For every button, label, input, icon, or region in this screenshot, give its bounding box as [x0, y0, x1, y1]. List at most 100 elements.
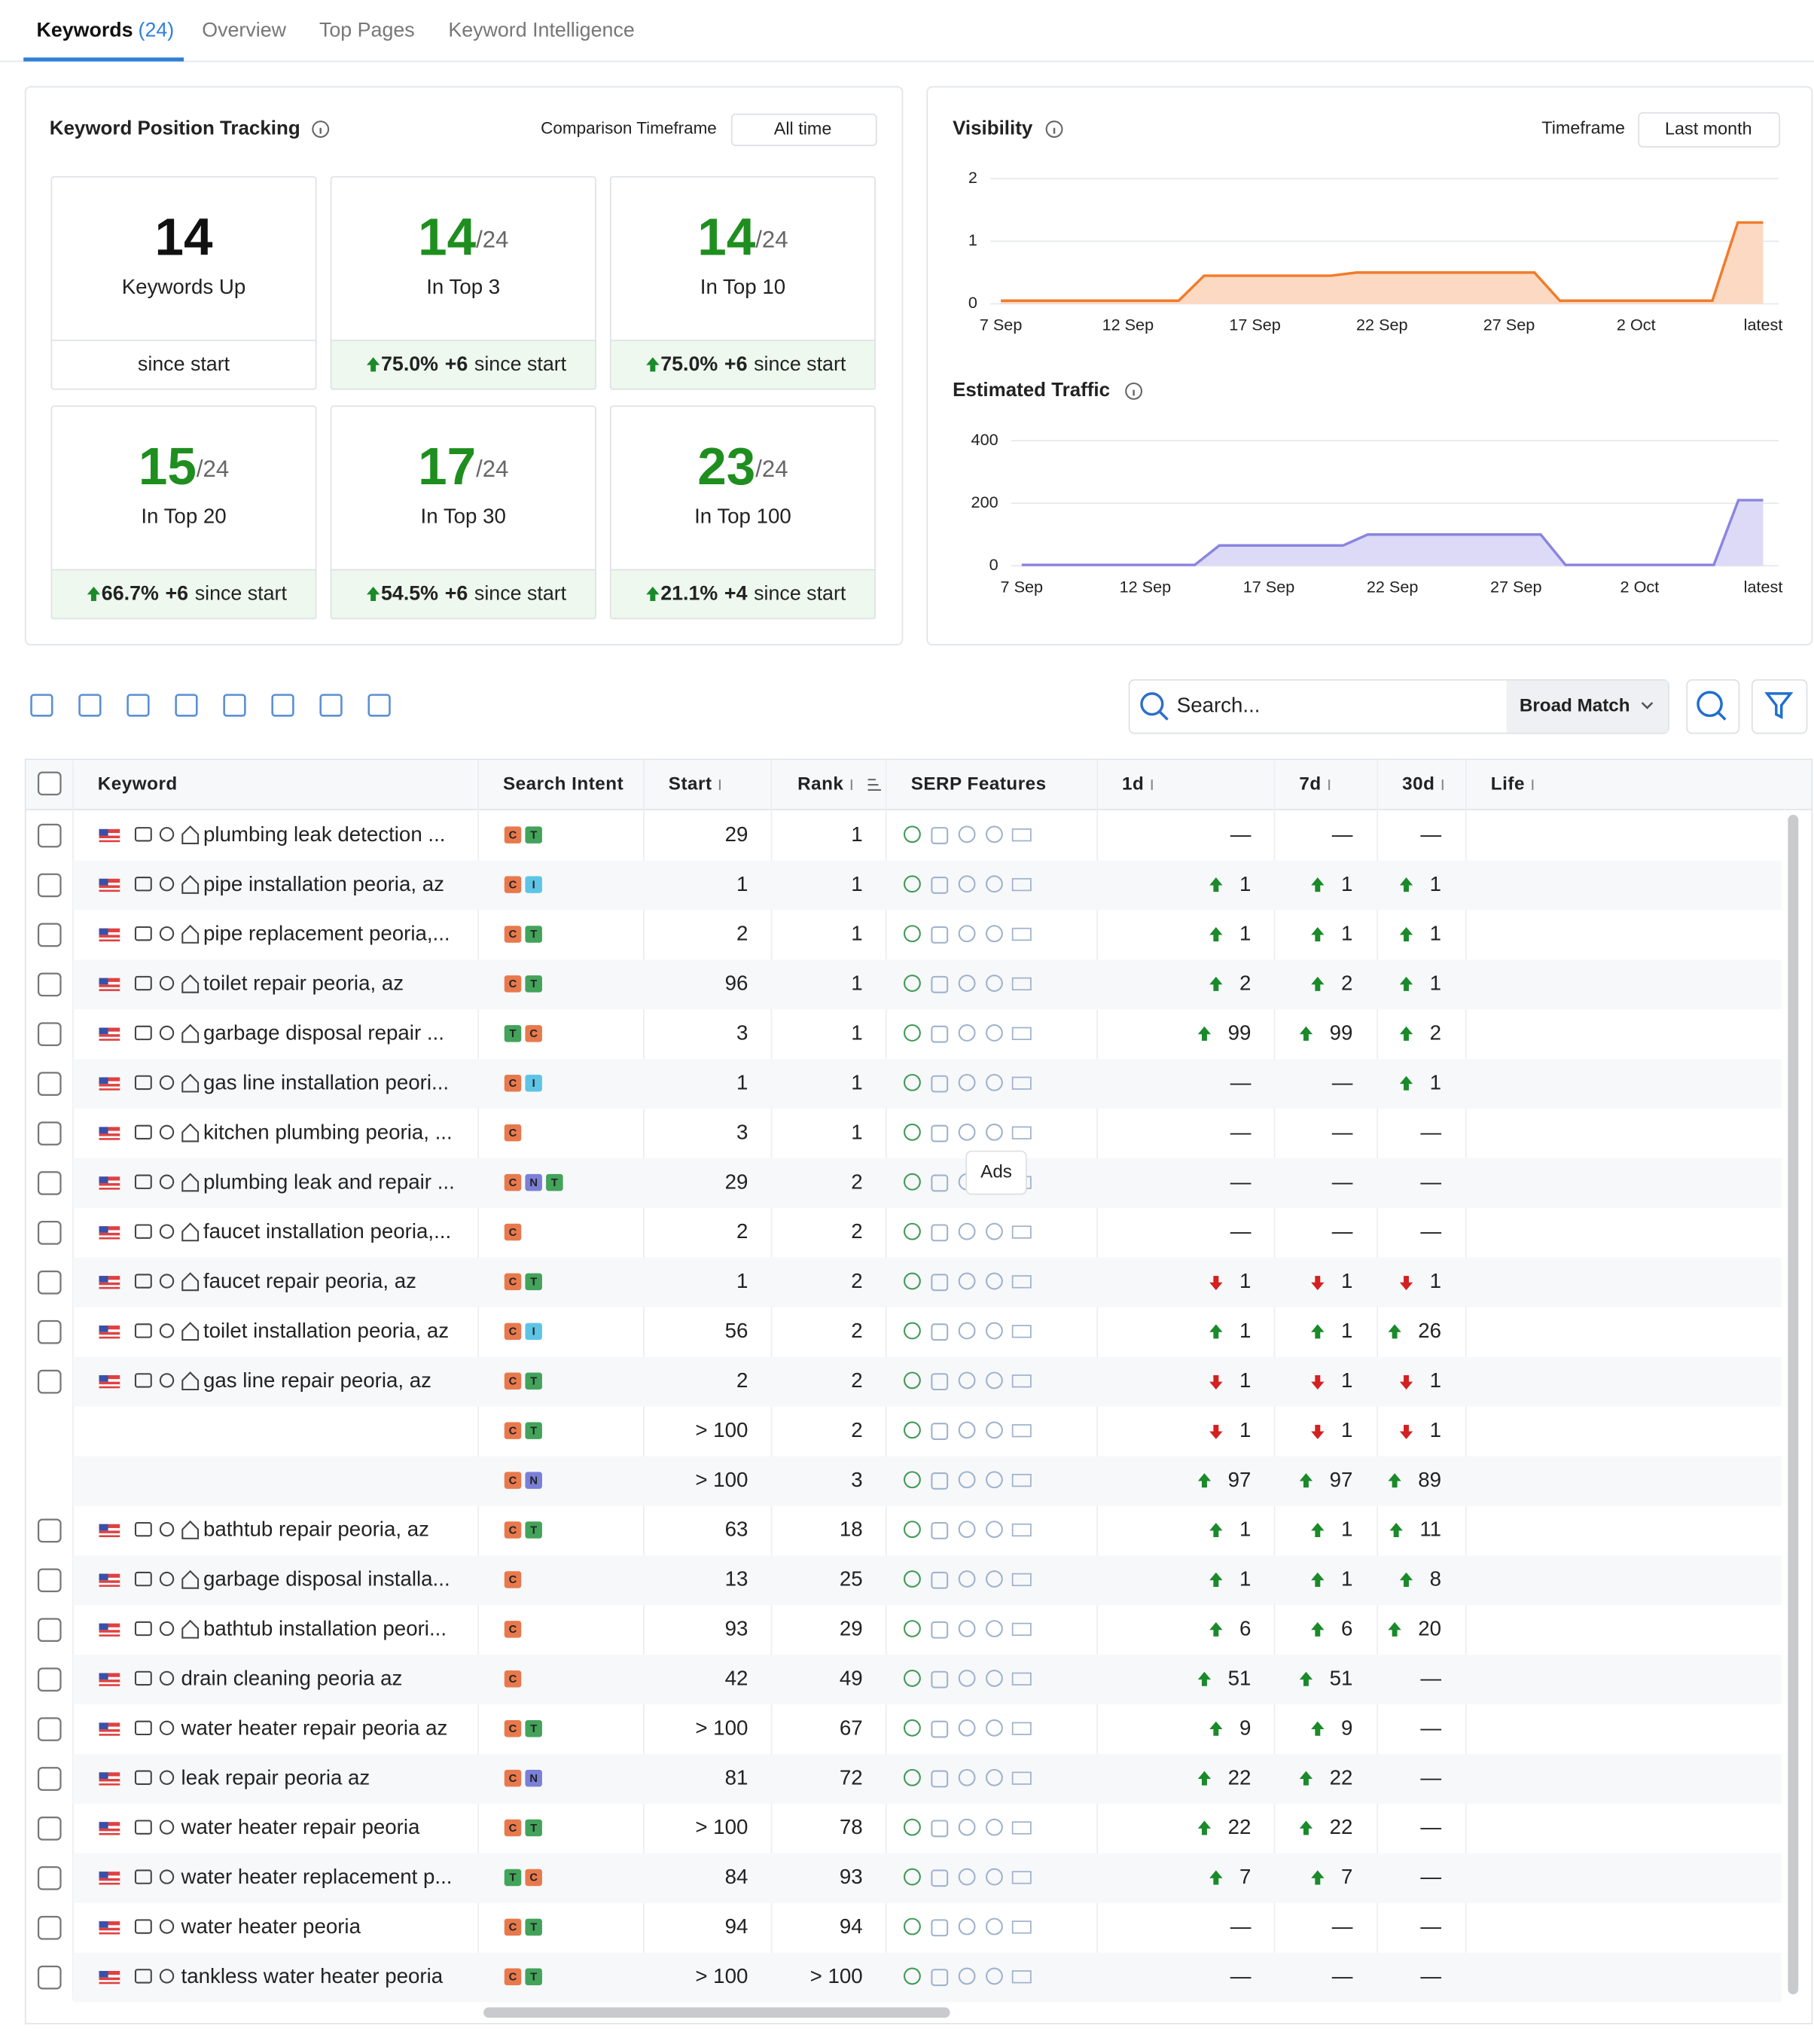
keyword[interactable]: faucet repair peoria, az: [203, 1269, 416, 1292]
filter-button[interactable]: [1751, 679, 1808, 734]
keyword[interactable]: faucet installation peoria,...: [203, 1219, 451, 1243]
checkbox[interactable]: [37, 1072, 62, 1096]
timeframe-button[interactable]: [730, 113, 877, 147]
keyword[interactable]: leak repair peoria az: [181, 1765, 370, 1789]
checkbox[interactable]: [37, 1319, 62, 1344]
checkbox[interactable]: [37, 1270, 62, 1295]
filter-icon: [1764, 692, 1794, 719]
change: —: [1420, 1219, 1441, 1243]
keyword[interactable]: water heater peoria: [181, 1914, 361, 1938]
info-icon: [1045, 121, 1063, 138]
timeframe-button[interactable]: [1638, 112, 1781, 148]
search-button[interactable]: [1686, 679, 1740, 734]
keyword[interactable]: garbage disposal installa...: [203, 1567, 450, 1591]
checkbox[interactable]: [37, 1667, 62, 1692]
checkbox[interactable]: [37, 1817, 62, 1841]
checkbox[interactable]: [37, 1121, 62, 1146]
flag-canton: [99, 1822, 108, 1829]
checkbox[interactable]: [37, 972, 62, 997]
keyword[interactable]: tankless water heater peoria: [181, 1964, 444, 1988]
start: 1: [736, 872, 748, 895]
keyword[interactable]: toilet installation peoria, az: [203, 1319, 449, 1342]
rank: 93: [840, 1865, 863, 1888]
keyword[interactable]: bathtub repair peoria, az: [203, 1518, 429, 1541]
serp-icon: [958, 1471, 976, 1489]
keyword[interactable]: garbage disposal repair ...: [203, 1021, 444, 1045]
intent-letter: C: [509, 879, 517, 891]
keyword[interactable]: pipe installation peoria, az: [203, 872, 444, 895]
flag-canton: [99, 1374, 108, 1382]
checkbox[interactable]: [37, 1022, 62, 1047]
keyword[interactable]: drain cleaning peoria az: [181, 1666, 403, 1689]
serp-ads-icon: [1011, 977, 1032, 991]
keyword[interactable]: gas line installation peori...: [203, 1070, 449, 1094]
toolbar-icon[interactable]: [223, 694, 246, 717]
change: 99: [1330, 1021, 1353, 1045]
checkbox[interactable]: [37, 1915, 62, 1940]
checkbox[interactable]: [37, 1717, 62, 1741]
checkbox[interactable]: [37, 1171, 62, 1195]
checkbox[interactable]: [37, 923, 62, 947]
checkbox[interactable]: [37, 1767, 62, 1791]
intent-letter: C: [509, 1922, 517, 1934]
checkbox[interactable]: [37, 771, 62, 796]
stat-since: since start: [754, 581, 846, 604]
tab[interactable]: Keywords (24): [36, 19, 174, 41]
tab[interactable]: Top Pages: [319, 19, 415, 41]
change: 2: [1341, 972, 1352, 995]
checkbox[interactable]: [37, 823, 62, 848]
toolbar-icon[interactable]: [367, 694, 391, 717]
device-icon: [134, 1720, 152, 1736]
keyword[interactable]: toilet repair peoria, az: [203, 972, 404, 995]
keyword[interactable]: kitchen plumbing peoria, ...: [203, 1120, 453, 1143]
keyword[interactable]: bathtub installation peori...: [203, 1617, 447, 1640]
tab[interactable]: Overview: [202, 19, 286, 41]
tab-count: (24): [139, 19, 175, 41]
arrow-up: [1197, 1026, 1212, 1041]
checkbox[interactable]: [37, 1866, 62, 1890]
toolbar-icon[interactable]: [127, 694, 150, 717]
keyword[interactable]: plumbing leak detection ...: [203, 822, 445, 846]
toolbar-icon[interactable]: [271, 694, 294, 717]
keyword[interactable]: gas line repair peoria, az: [203, 1368, 431, 1392]
serp-icon: [986, 1818, 1003, 1836]
keyword[interactable]: water heater repair peoria az: [181, 1716, 448, 1739]
toolbar-icon[interactable]: [175, 694, 198, 717]
y-tick-label: 200: [971, 493, 998, 511]
start: 93: [725, 1617, 748, 1640]
toolbar-icon[interactable]: [30, 694, 53, 717]
checkbox[interactable]: [37, 1369, 62, 1394]
checkbox[interactable]: [37, 1221, 62, 1245]
keyword[interactable]: water heater repair peoria: [181, 1815, 420, 1838]
serp-icon: [986, 875, 1003, 893]
checkbox[interactable]: [37, 1618, 62, 1643]
area-fill: [1001, 222, 1764, 304]
toolbar-icon[interactable]: [319, 694, 343, 717]
keyword[interactable]: plumbing leak and repair ...: [203, 1170, 455, 1193]
toolbar-icon[interactable]: [78, 694, 102, 717]
checkbox[interactable]: [37, 1965, 62, 1990]
keyword[interactable]: pipe replacement peoria,...: [203, 922, 450, 945]
column-header: Keyword: [98, 773, 178, 794]
intent-letter: C: [509, 1673, 517, 1686]
arrow-up: [1209, 1324, 1223, 1339]
tab-label: Overview: [202, 19, 286, 41]
intent-letter: T: [530, 1972, 537, 1984]
change: 1: [1239, 1418, 1251, 1441]
tab[interactable]: Keyword Intelligence: [448, 19, 634, 41]
intent-badge: [525, 876, 542, 893]
location-icon: [159, 1124, 175, 1139]
keyword[interactable]: water heater replacement p...: [181, 1865, 453, 1888]
stat-value: 23/24: [697, 437, 788, 496]
checkbox[interactable]: [37, 873, 62, 898]
serp-icon: [931, 1869, 949, 1887]
serp-icon: [986, 1570, 1003, 1588]
serp-icon: [958, 1322, 976, 1340]
checkbox[interactable]: [37, 1518, 62, 1543]
checkbox[interactable]: [37, 1568, 62, 1593]
change: 1: [1239, 922, 1251, 945]
change: 2: [1430, 1021, 1441, 1045]
flag-stripe: [99, 1975, 120, 1978]
match-select[interactable]: [1506, 680, 1669, 733]
column-header: Rank: [797, 773, 843, 794]
